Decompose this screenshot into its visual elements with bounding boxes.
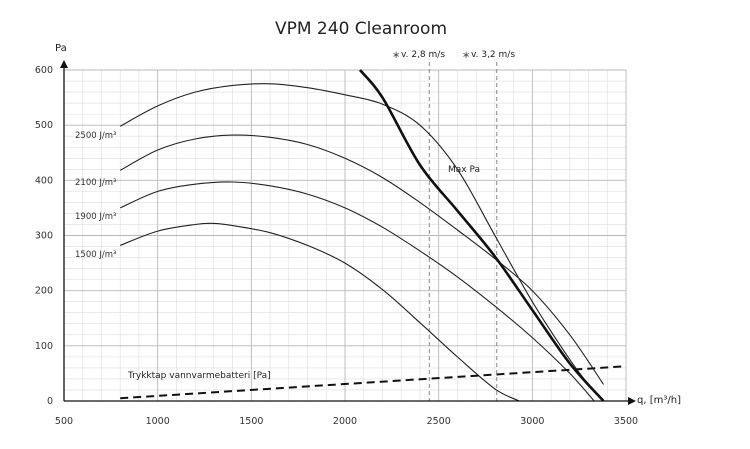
- x-tick-label: 500: [55, 416, 73, 427]
- fan-curve-label-1500: 1500 J/m³: [75, 250, 116, 260]
- grid-major: [63, 69, 627, 402]
- fan-curves: [119, 69, 627, 402]
- fan-curve-3: [119, 181, 595, 402]
- y-axis-arrow: [60, 60, 68, 68]
- chart-title: VPM 240 Cleanroom: [275, 19, 447, 39]
- x-tick-label: 2500: [427, 416, 451, 427]
- x-tick-label: 3000: [520, 416, 544, 427]
- fan-curve-label-1900: 1900 J/m³: [75, 212, 116, 222]
- x-tick-label: 3500: [614, 416, 638, 427]
- fan-curve-4: [120, 222, 520, 402]
- x-tick-label: 1000: [146, 416, 170, 427]
- fan-curve-1: [119, 83, 604, 402]
- max-pa-label: Max Pa: [448, 165, 480, 175]
- y-axis-ticks: 0 100 200 300 400 500 600: [35, 65, 53, 407]
- axes: [60, 60, 636, 405]
- pressure-drop-line: [120, 365, 627, 400]
- x-axis-arrow: [628, 397, 636, 405]
- y-axis-label: Pa: [55, 43, 67, 54]
- y-tick-label: 0: [47, 396, 53, 407]
- x-axis-label: q, [m³/h]: [637, 395, 681, 406]
- y-tick-label: 400: [35, 175, 53, 186]
- y-tick-label: 300: [35, 231, 53, 242]
- max-pa-line: [358, 69, 605, 402]
- y-tick-label: 200: [35, 286, 53, 297]
- velocity-lines: [428, 62, 498, 401]
- y-tick-label: 600: [35, 65, 53, 76]
- x-axis-ticks: 500 1000 1500 2000 2500 3000 3500: [55, 416, 638, 427]
- velocity-marker-2: ∗: [462, 50, 470, 61]
- velocity-label-2: v. 3,2 m/s: [471, 50, 515, 60]
- y-tick-label: 500: [35, 120, 53, 131]
- velocity-label-1: v. 2,8 m/s: [401, 50, 445, 60]
- x-tick-label: 1500: [239, 416, 263, 427]
- fan-curve-2: [119, 134, 604, 385]
- pressure-drop-label: Trykktap vannvarmebatteri [Pa]: [127, 371, 271, 381]
- x-tick-label: 2000: [333, 416, 357, 427]
- velocity-marker-1: ∗: [392, 50, 400, 61]
- fan-curve-label-2100: 2100 J/m³: [75, 178, 116, 188]
- fan-curve-label-2500: 2500 J/m³: [75, 131, 116, 141]
- y-tick-label: 100: [35, 341, 53, 352]
